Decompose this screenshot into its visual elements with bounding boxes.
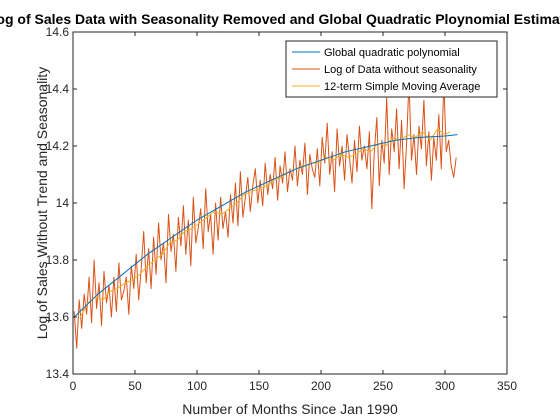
x-tick-label: 50 [128, 379, 142, 393]
ticks-layer: 0 50 100 150 200 250 300 350 13.4 13.6 13.8 14 14.2 1… [46, 25, 518, 393]
x-tick-label: 300 [435, 379, 455, 393]
x-tick-label: 250 [373, 379, 393, 393]
y-tick-label: 14.4 [46, 82, 70, 96]
x-tick-label: 350 [497, 379, 517, 393]
series-layer [73, 80, 458, 349]
x-tick-label: 0 [70, 379, 77, 393]
x-axis-label: Number of Months Since Jan 1990 [182, 401, 398, 417]
y-tick-label: 13.8 [46, 253, 70, 267]
y-tick-label: 14.6 [46, 25, 70, 39]
x-tick-label: 100 [187, 379, 207, 393]
x-tick-label: 200 [311, 379, 331, 393]
chart-title: Log of Sales Data with Seasonality Remov… [0, 11, 560, 27]
series-moving-average-line [79, 128, 451, 318]
series-log-data-line [73, 80, 457, 349]
series-global-quadratic-line [73, 134, 458, 318]
y-tick-label: 14 [56, 196, 70, 210]
y-tick-label: 14.2 [46, 139, 70, 153]
y-axis-label: Log of Sales Without Trend and Seasonali… [34, 67, 50, 339]
y-tick-label: 13.6 [46, 310, 70, 324]
y-tick-label: 13.4 [46, 367, 70, 381]
legend-label-global-quadratic: Global quadratic polynomial [324, 47, 460, 59]
legend: Global quadratic polynomial Log of Data … [285, 40, 498, 98]
legend-label-moving-average: 12-term Simple Moving Average [324, 81, 480, 93]
legend-label-log-data: Log of Data without seasonality [324, 64, 477, 76]
legend-box [285, 40, 498, 98]
x-tick-label: 150 [249, 379, 269, 393]
